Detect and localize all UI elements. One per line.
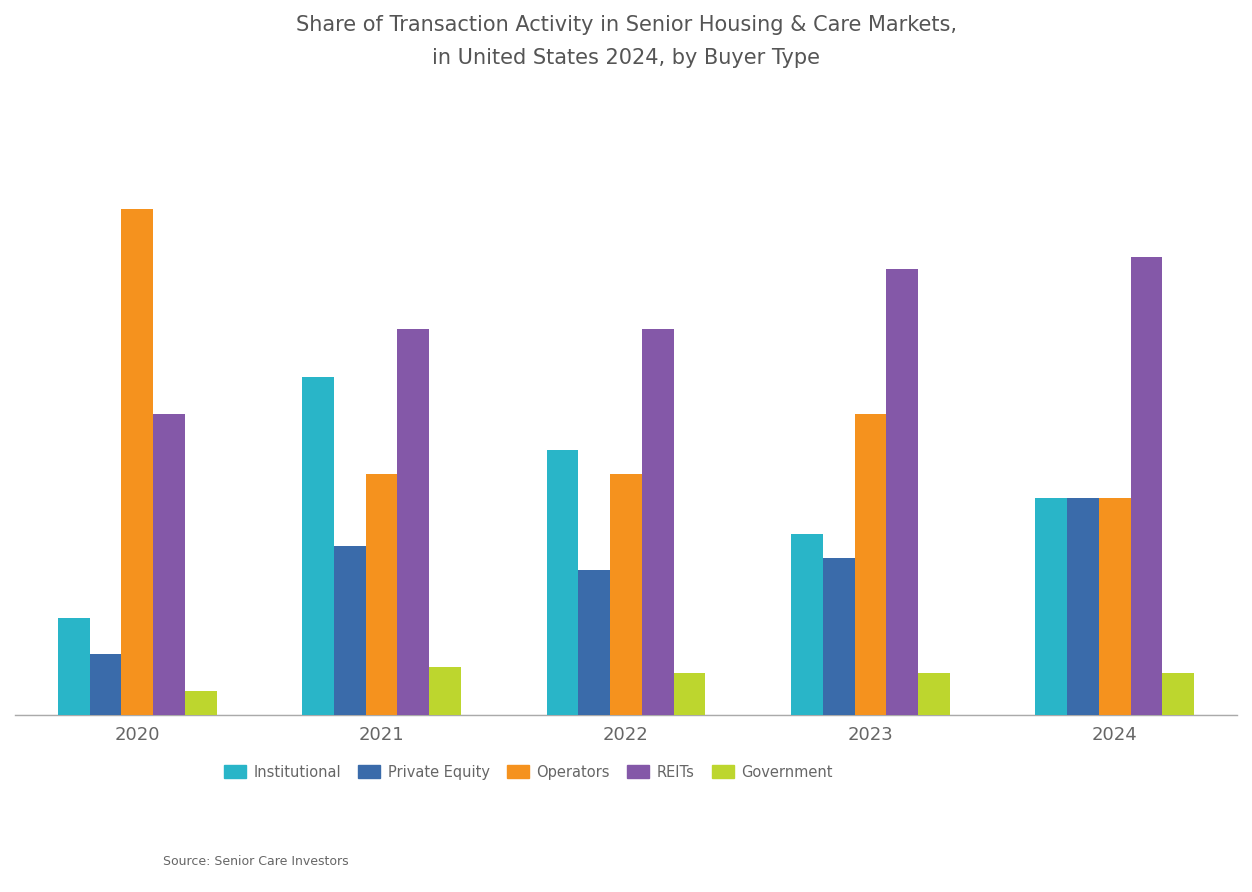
Bar	[610, 474, 642, 714]
Bar	[121, 209, 153, 714]
Bar	[334, 546, 366, 714]
Text: Source: Senior Care Investors: Source: Senior Care Investors	[163, 855, 348, 868]
Bar	[153, 414, 185, 714]
Bar	[547, 450, 578, 714]
Bar	[642, 329, 674, 714]
Bar	[886, 269, 918, 714]
Bar	[823, 558, 855, 714]
Bar	[1131, 257, 1162, 714]
Bar	[397, 329, 429, 714]
Bar	[58, 618, 90, 714]
Bar	[302, 377, 334, 714]
Bar	[1035, 498, 1067, 714]
Bar	[366, 474, 397, 714]
Bar	[1162, 673, 1194, 714]
Legend: Institutional, Private Equity, Operators, REITs, Government: Institutional, Private Equity, Operators…	[218, 759, 839, 786]
Bar	[429, 666, 461, 714]
Bar	[90, 655, 121, 714]
Bar	[185, 690, 217, 714]
Bar	[791, 534, 823, 714]
Bar	[1099, 498, 1131, 714]
Bar	[1067, 498, 1099, 714]
Bar	[674, 673, 705, 714]
Bar	[578, 570, 610, 714]
Bar	[855, 414, 886, 714]
Bar	[918, 673, 950, 714]
Title: Share of Transaction Activity in Senior Housing & Care Markets,
in United States: Share of Transaction Activity in Senior …	[295, 15, 957, 68]
